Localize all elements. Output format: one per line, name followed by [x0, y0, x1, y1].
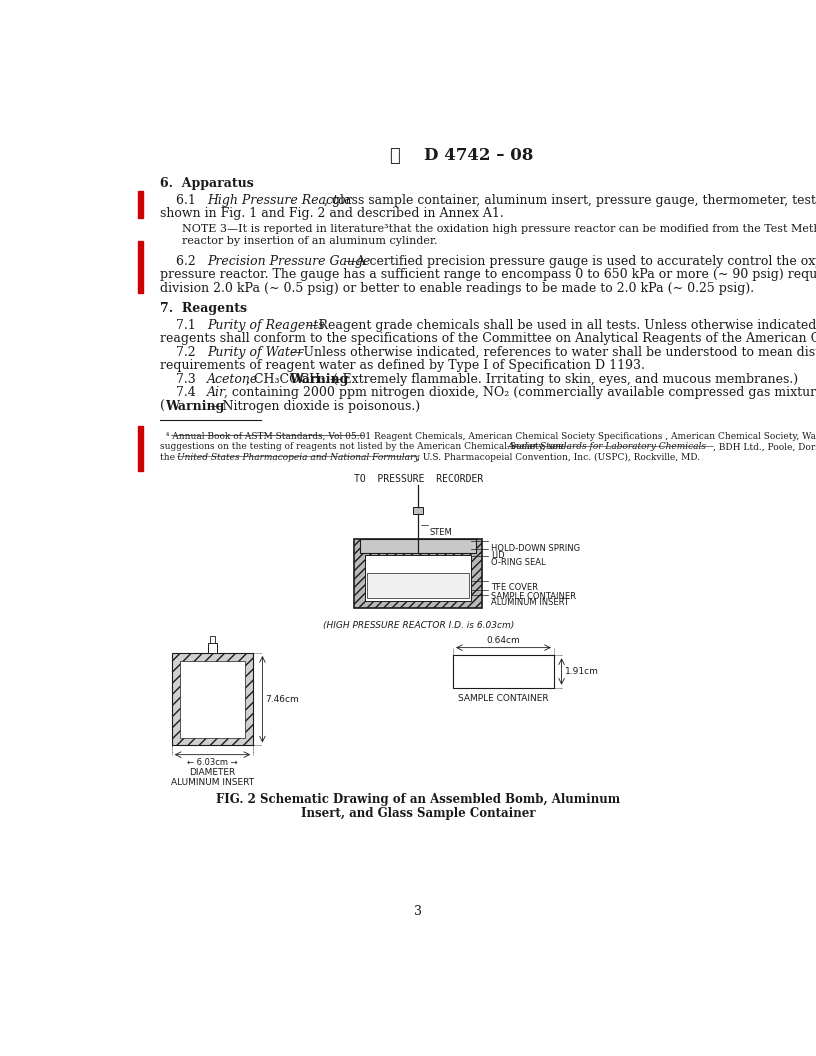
Text: , containing 2000 ppm nitrogen dioxide, NO₂ (commercially available compressed g: , containing 2000 ppm nitrogen dioxide, …: [224, 386, 816, 399]
Bar: [171, 653, 253, 746]
Text: SAMPLE CONTAINER: SAMPLE CONTAINER: [491, 592, 576, 601]
Text: O-RING SEAL: O-RING SEAL: [491, 559, 546, 567]
Text: Acetone: Acetone: [207, 373, 259, 385]
Text: , U.S. Pharmacopeial Convention, Inc. (USPC), Rockville, MD.: , U.S. Pharmacopeial Convention, Inc. (U…: [418, 453, 700, 461]
Text: —Nitrogen dioxide is poisonous.): —Nitrogen dioxide is poisonous.): [206, 399, 420, 413]
Bar: [139, 241, 143, 294]
Text: the: the: [160, 453, 178, 461]
Text: 7.  Reagents: 7. Reagents: [160, 302, 247, 315]
Text: NOTE 3—It is reported in literature³that the oxidation high pressure reactor can: NOTE 3—It is reported in literature³that…: [182, 224, 816, 234]
Bar: [354, 539, 482, 608]
Text: Warning: Warning: [166, 399, 225, 413]
Text: TFE COVER: TFE COVER: [491, 583, 539, 592]
Text: D 4742 – 08: D 4742 – 08: [424, 148, 534, 165]
Text: HOLD-DOWN SPRING: HOLD-DOWN SPRING: [491, 544, 580, 552]
Text: Analar Standards for Laboratory Chemicals: Analar Standards for Laboratory Chemical…: [508, 442, 707, 451]
Text: High Pressure Reactor: High Pressure Reactor: [207, 193, 352, 207]
Bar: [453, 656, 554, 687]
Text: Purity of Reagents: Purity of Reagents: [207, 319, 325, 332]
Text: 7.2: 7.2: [160, 345, 204, 359]
Bar: [210, 636, 215, 643]
Text: suggestions on the testing of reagents not listed by the American Chemical Socie: suggestions on the testing of reagents n…: [160, 442, 566, 451]
Text: FIG. 2 Schematic Drawing of an Assembled Bomb, Aluminum: FIG. 2 Schematic Drawing of an Assembled…: [216, 793, 620, 806]
Text: ALUMINUM INSERT: ALUMINUM INSERT: [491, 598, 570, 606]
Text: reactor by insertion of an aluminum cylinder.: reactor by insertion of an aluminum cyli…: [182, 237, 437, 246]
Bar: [139, 426, 143, 471]
Text: 1.91cm: 1.91cm: [565, 667, 599, 676]
Bar: [365, 555, 472, 601]
Bar: [367, 573, 469, 599]
Text: (: (: [160, 399, 165, 413]
Text: ALUMINUM INSERT: ALUMINUM INSERT: [171, 778, 254, 787]
Text: United States Pharmacopeia and National Formulary: United States Pharmacopeia and National …: [177, 453, 419, 461]
Bar: [361, 539, 476, 553]
Text: Insert, and Glass Sample Container: Insert, and Glass Sample Container: [301, 807, 535, 821]
Text: —Extremely flammable. Irritating to skin, eyes, and mucous membranes.): —Extremely flammable. Irritating to skin…: [330, 373, 798, 385]
Bar: [180, 661, 246, 738]
Text: division 2.0 kPa (∼ 0.5 psig) or better to enable readings to be made to 2.0 kPa: division 2.0 kPa (∼ 0.5 psig) or better …: [160, 282, 754, 295]
Bar: [208, 643, 217, 653]
Text: ← 6.03cm →: ← 6.03cm →: [187, 758, 237, 767]
Text: (HIGH PRESSURE REACTOR I.D. is 6.03cm): (HIGH PRESSURE REACTOR I.D. is 6.03cm): [322, 621, 514, 629]
Text: TO  PRESSURE  RECORDER: TO PRESSURE RECORDER: [353, 474, 483, 485]
Text: Warning: Warning: [290, 373, 349, 385]
Text: —Unless otherwise indicated, references to water shall be understood to mean dis: —Unless otherwise indicated, references …: [291, 345, 816, 359]
Text: DIAMETER: DIAMETER: [189, 768, 236, 777]
Text: Ⓐ: Ⓐ: [389, 147, 401, 165]
Text: 7.3: 7.3: [160, 373, 204, 385]
Text: , CH₃COCH₃. (: , CH₃COCH₃. (: [246, 373, 338, 385]
Text: pressure reactor. The gauge has a sufficient range to encompass 0 to 650 kPa or : pressure reactor. The gauge has a suffic…: [160, 268, 816, 281]
Text: 0.64cm: 0.64cm: [486, 637, 521, 645]
Text: 3: 3: [415, 905, 422, 919]
Text: Precision Pressure Gauge: Precision Pressure Gauge: [207, 254, 370, 268]
Text: Purity of Water: Purity of Water: [207, 345, 304, 359]
Text: 7.4: 7.4: [160, 386, 204, 399]
Text: requirements of reagent water as defined by Type I of Specification D 1193.: requirements of reagent water as defined…: [160, 359, 645, 373]
Text: shown in Fig. 1 and Fig. 2 and described in Annex A1.: shown in Fig. 1 and Fig. 2 and described…: [160, 207, 503, 221]
Text: 6.1: 6.1: [160, 193, 204, 207]
Bar: [413, 507, 424, 514]
Text: SAMPLE CONTAINER: SAMPLE CONTAINER: [458, 694, 549, 703]
Text: ⁴ Annual Book of ASTM Standards, Vol 05.01 Reagent Chemicals, American Chemical : ⁴ Annual Book of ASTM Standards, Vol 05.…: [160, 432, 816, 441]
Text: 7.46cm: 7.46cm: [265, 695, 299, 703]
Text: , BDH Ltd., Poole, Dorset, U.K., and: , BDH Ltd., Poole, Dorset, U.K., and: [712, 442, 816, 451]
Text: 6.2: 6.2: [160, 254, 204, 268]
Text: LID: LID: [491, 551, 505, 561]
Text: STEM: STEM: [430, 528, 453, 538]
Text: Air: Air: [207, 386, 226, 399]
Text: , glass sample container, aluminum insert, pressure gauge, thermometer, test bat: , glass sample container, aluminum inser…: [324, 193, 816, 207]
Bar: [139, 191, 143, 219]
Text: —Reagent grade chemicals shall be used in all tests. Unless otherwise indicated,: —Reagent grade chemicals shall be used i…: [306, 319, 816, 332]
Text: 6.  Apparatus: 6. Apparatus: [160, 176, 254, 190]
Text: 7.1: 7.1: [160, 319, 204, 332]
Text: —A certified precision pressure gauge is used to accurately control the oxygen f: —A certified precision pressure gauge is…: [344, 254, 816, 268]
Text: reagents shall conform to the specifications of the Committee on Analytical Reag: reagents shall conform to the specificat…: [160, 333, 816, 345]
